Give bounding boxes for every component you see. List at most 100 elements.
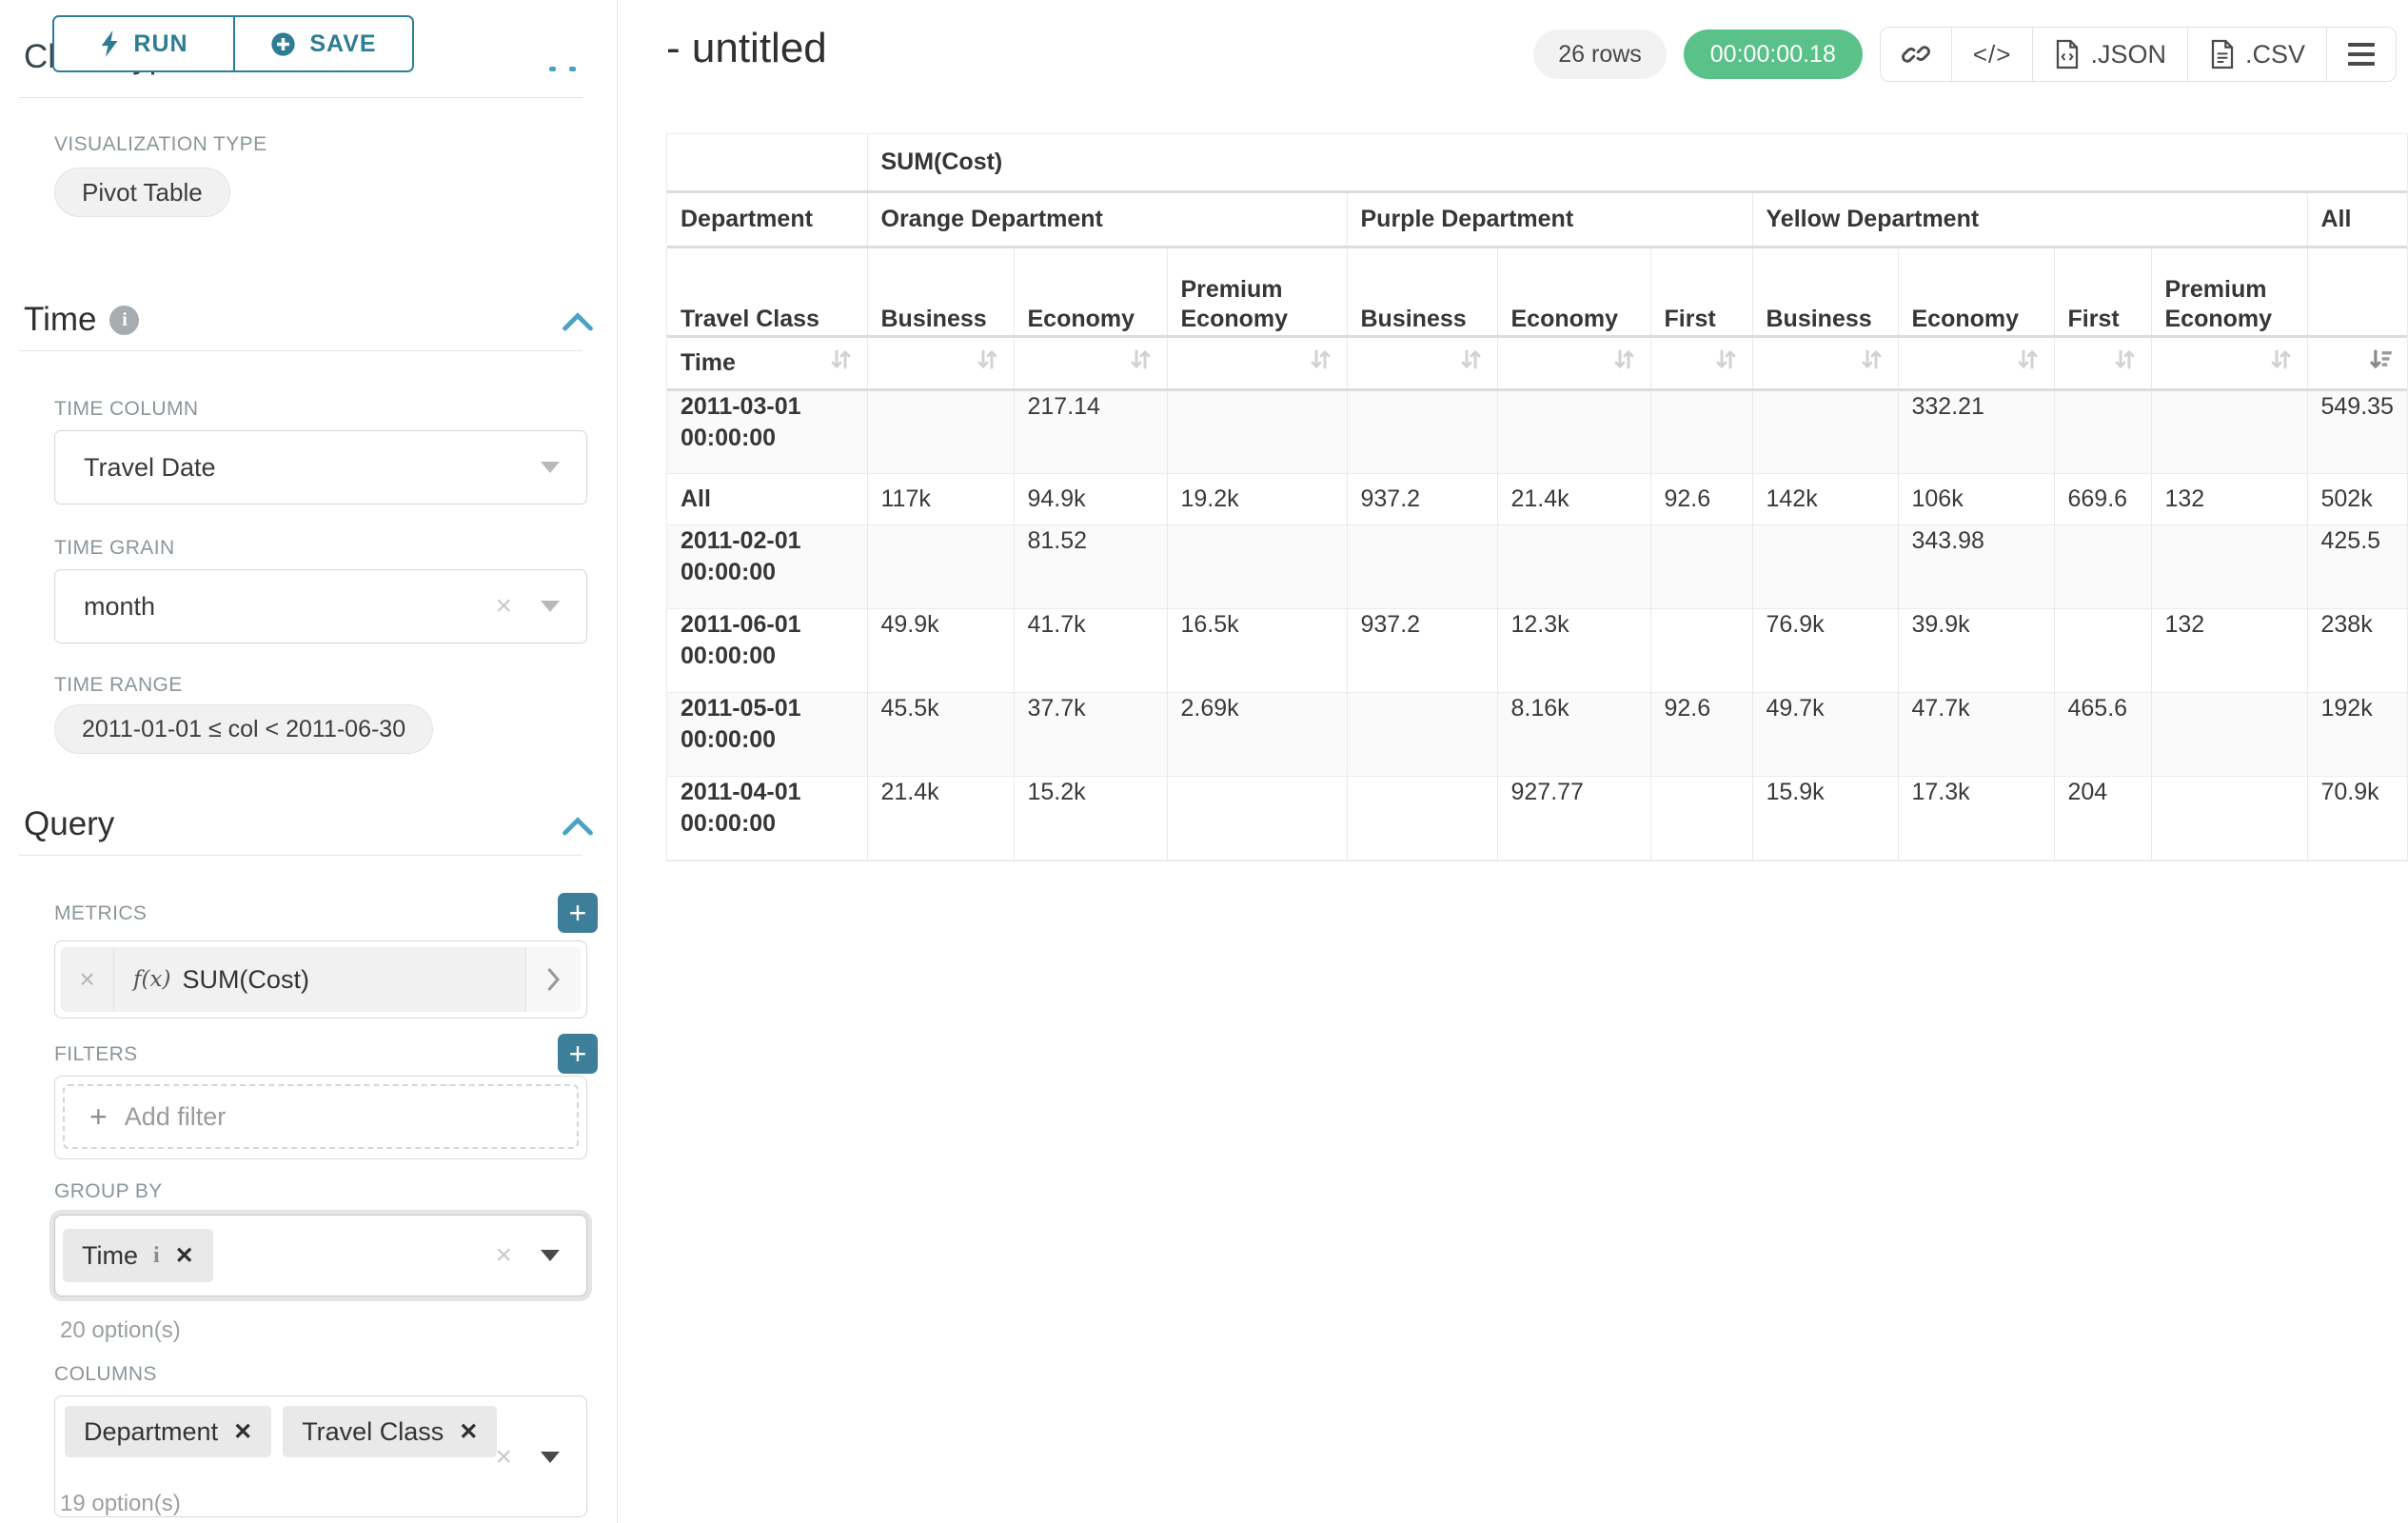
columns-tag-department[interactable]: Department ✕ [65,1406,272,1457]
plus-icon: + [89,1098,108,1134]
value-cell: 21.4k [867,776,1015,860]
expand-metric-button[interactable] [525,947,581,1012]
info-icon[interactable]: i [109,305,140,335]
view-query-button[interactable]: </> [1950,28,2033,81]
travel-class-axis-label: Travel Class [667,247,868,338]
remove-metric-icon[interactable]: × [61,947,114,1012]
row-header-cell: 2011-04-01 00:00:00 [667,776,868,860]
value-cell: 2.69k [1167,692,1348,777]
sort-icon[interactable] [1859,346,1885,379]
value-cell: 204 [2054,776,2152,860]
group-by-tag-time[interactable]: Time i ✕ [63,1229,213,1282]
row-header-cell: 2011-02-01 00:00:00 [667,524,868,609]
pivot-table: SUM(Cost) Department Orange Department Purp… [667,134,2408,860]
department-axis-label: Department [667,191,868,248]
value-cell: 70.9k [2307,776,2408,860]
value-cell: 927.77 [1497,776,1651,860]
menu-button[interactable] [2326,28,2396,81]
group-by-select[interactable]: Time i ✕ × [54,1215,587,1296]
value-cell [1752,389,1899,474]
sort-icon[interactable] [1713,346,1739,379]
value-cell [1497,524,1651,609]
metrics-label: METRICS [54,902,148,924]
value-cell: 76.9k [1752,608,1899,693]
value-cell [2054,389,2152,474]
add-filter-plus-button[interactable]: + [558,1034,598,1074]
value-cell: 332.21 [1898,389,2055,474]
value-cell: 132 [2151,473,2308,525]
divider [19,97,582,98]
save-button[interactable]: SAVE [233,17,412,70]
collapse-chevron-icon[interactable] [562,312,594,331]
value-cell: 549.35 [2307,389,2408,474]
sort-icon[interactable] [828,346,854,379]
time-range-pill[interactable]: 2011-01-01 ≤ col < 2011-06-30 [54,704,434,754]
value-cell [1167,524,1348,609]
chevron-up-icon [569,67,576,71]
run-button[interactable]: RUN [54,17,233,70]
value-cell [867,389,1015,474]
department-group-header: All [2307,191,2408,248]
value-cell [1497,389,1651,474]
value-cell [1650,776,1753,860]
clear-icon[interactable]: × [495,1441,512,1473]
remove-tag-icon[interactable]: ✕ [459,1418,479,1445]
sort-icon[interactable] [2015,346,2041,379]
sort-desc-icon[interactable] [2368,346,2394,379]
columns-select[interactable]: Department ✕ Travel Class ✕ × [54,1395,587,1517]
time-column-select[interactable]: Travel Date [54,430,587,504]
value-cell [2151,389,2308,474]
column-sort-header [2054,336,2152,391]
add-filter-button[interactable]: + Add filter [63,1084,579,1149]
value-cell [1650,389,1753,474]
metric-pill[interactable]: × f(x) SUM(Cost) [61,947,581,1012]
value-cell [1650,524,1753,609]
value-cell: 49.7k [1752,692,1899,777]
chart-title: - untitled [666,25,827,71]
row-header-cell: 2011-05-01 00:00:00 [667,692,868,777]
clear-icon[interactable]: × [495,590,512,622]
value-cell [1650,608,1753,693]
share-link-button[interactable] [1880,28,1951,81]
remove-tag-icon[interactable]: ✕ [233,1418,253,1445]
sort-icon[interactable] [975,346,1000,379]
department-group-header: Orange Department [867,191,1348,248]
value-cell: 47.7k [1898,692,2055,777]
columns-tag-travel-class[interactable]: Travel Class ✕ [283,1406,498,1457]
lightning-icon [102,30,118,57]
visualization-type-label: VISUALIZATION TYPE [54,133,267,155]
sort-icon[interactable] [1458,346,1484,379]
value-cell [1347,776,1498,860]
add-metric-button[interactable]: + [558,893,598,933]
json-file-icon [2057,39,2079,69]
value-cell: 465.6 [2054,692,2152,777]
value-cell: 16.5k [1167,608,1348,693]
info-icon[interactable]: i [153,1242,160,1268]
column-sort-header [1650,336,1753,391]
collapse-chevron-icon[interactable] [562,817,594,836]
column-sort-header [1167,336,1348,391]
remove-tag-icon[interactable]: ✕ [174,1242,194,1269]
value-cell: 15.9k [1752,776,1899,860]
export-csv-button[interactable]: .CSV [2186,28,2326,81]
chevron-right-icon [547,968,560,991]
time-grain-label: TIME GRAIN [54,537,175,559]
sort-icon[interactable] [1308,346,1333,379]
value-cell [867,524,1015,609]
chevron-down-icon [541,1250,560,1261]
pivot-table-container: SUM(Cost) Department Orange Department Purp… [666,133,2408,861]
value-cell: 425.5 [2307,524,2408,609]
value-cell [1347,692,1498,777]
value-cell: 937.2 [1347,473,1498,525]
export-json-button[interactable]: .JSON [2032,28,2187,81]
sort-icon[interactable] [1128,346,1154,379]
value-cell [1752,524,1899,609]
sort-icon[interactable] [1611,346,1637,379]
visualization-type-pill[interactable]: Pivot Table [54,168,230,217]
clear-icon[interactable]: × [495,1239,512,1271]
sort-icon[interactable] [2268,346,2294,379]
column-sort-header [867,336,1015,391]
sort-icon[interactable] [2112,346,2138,379]
time-grain-select[interactable]: month × [54,569,587,643]
value-cell [2151,776,2308,860]
